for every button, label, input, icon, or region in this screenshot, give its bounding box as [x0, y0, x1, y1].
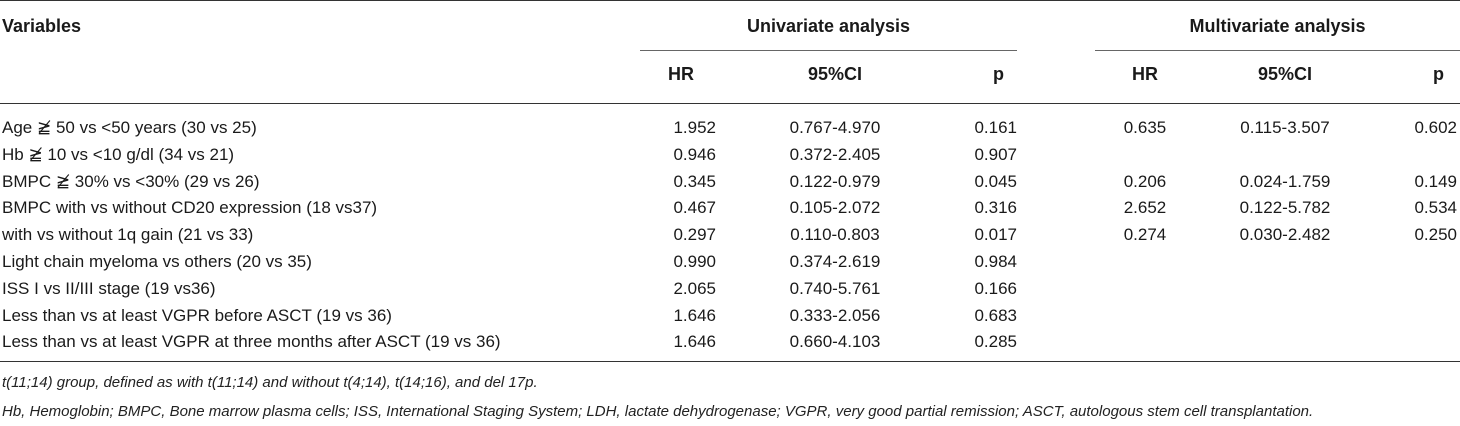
multivariate-p: 0.250: [1414, 225, 1457, 245]
multivariate-hr: 0.206: [1123, 171, 1167, 191]
univariate-ci: 0.105-2.072: [789, 198, 881, 218]
header-uni-hr: HR: [668, 64, 694, 84]
univariate-p: 0.316: [974, 198, 1017, 218]
univariate-hr: 1.646: [673, 305, 716, 325]
univariate-ci: 0.122-0.979: [789, 171, 881, 191]
row-label: Light chain myeloma vs others (20 vs 35): [2, 252, 312, 271]
table-row: ISS I vs II/III stage (19 vs36) 2.065 0.74…: [0, 279, 1460, 305]
univariate-ci: 0.110-0.803: [790, 225, 880, 245]
row-label: Less than vs at least VGPR at three mont…: [2, 332, 501, 352]
header-variables: Variables: [2, 16, 82, 36]
multivariate-hr: 0.274: [1123, 225, 1167, 245]
univariate-p: 0.166: [974, 278, 1017, 298]
header-multi-ci: 95%CI: [1257, 64, 1313, 84]
univariate-ci: 0.740-5.761: [789, 278, 881, 298]
table-row: with vs without 1q gain (21 vs 33) 0.297 0…: [0, 225, 1460, 251]
table-row: Light chain myeloma vs others (20 vs 35)…: [0, 252, 1460, 278]
header-uni-ci: 95%CI: [807, 64, 863, 84]
header-univariate: Univariate analysis: [746, 16, 911, 36]
univariate-p: 0.045: [974, 171, 1017, 191]
row-label: Hb ≧̸ 10 vs <10 g/dl (34 vs 21): [2, 144, 235, 164]
univariate-ci: 0.372-2.405: [789, 144, 881, 164]
univariate-ci: 0.374-2.619: [789, 252, 881, 271]
table-row: BMPC with vs without CD20 expression (18…: [0, 198, 1460, 224]
table-bottom-rule: [0, 361, 1460, 362]
multivariate-ci: 0.030-2.482: [1239, 225, 1331, 245]
header-multivariate: Multivariate analysis: [1189, 16, 1366, 36]
univariate-hr: 0.345: [673, 171, 716, 191]
table-top-rule: [0, 0, 1460, 1]
univariate-hr: 0.467: [673, 198, 716, 218]
univariate-p: 0.984: [974, 252, 1017, 271]
row-label: with vs without 1q gain (21 vs 33): [2, 225, 254, 245]
multivariate-p: 0.602: [1414, 118, 1457, 137]
multivariate-p: 0.534: [1414, 198, 1457, 218]
univariate-hr: 1.646: [673, 332, 716, 352]
multivariate-group-rule: [1095, 50, 1460, 51]
multivariate-ci: 0.115-3.507: [1240, 118, 1330, 137]
univariate-p: 0.017: [974, 225, 1017, 245]
row-label: Less than vs at least VGPR before ASCT (…: [2, 305, 392, 325]
univariate-hr: 0.297: [673, 225, 716, 245]
footnote-group-definition: t(11;14) group, defined as with t(11;14)…: [2, 374, 538, 391]
univariate-hr: 0.990: [673, 252, 716, 271]
header-uni-p: p: [993, 64, 1004, 84]
table-row: Age ≧̸ 50 vs <50 years (30 vs 25) 1.952 0.…: [0, 118, 1460, 144]
multivariate-p: 0.149: [1414, 171, 1457, 191]
table-row: Less than vs at least VGPR at three mont…: [0, 332, 1460, 358]
univariate-group-rule: [640, 50, 1017, 51]
row-label: Age ≧̸ 50 vs <50 years (30 vs 25): [2, 118, 257, 137]
univariate-p: 0.161: [974, 118, 1017, 137]
univariate-hr: 1.952: [673, 118, 716, 137]
header-multi-p: p: [1433, 64, 1444, 84]
multivariate-ci: 0.024-1.759: [1239, 171, 1331, 191]
row-label: BMPC with vs without CD20 expression (18…: [2, 198, 378, 218]
univariate-hr: 2.065: [673, 278, 716, 298]
table-row: Hb ≧̸ 10 vs <10 g/dl (34 vs 21) 0.946 0.37…: [0, 145, 1460, 171]
row-label: ISS I vs II/III stage (19 vs36): [2, 278, 216, 298]
univariate-ci: 0.767-4.970: [789, 118, 881, 137]
table-row: Less than vs at least VGPR before ASCT (…: [0, 306, 1460, 332]
univariate-ci: 0.333-2.056: [789, 305, 881, 325]
header-multi-hr: HR: [1132, 64, 1158, 84]
multivariate-ci: 0.122-5.782: [1239, 198, 1331, 218]
header-bottom-rule: [0, 103, 1460, 104]
multivariate-hr: 0.635: [1123, 118, 1167, 137]
univariate-ci: 0.660-4.103: [789, 332, 881, 352]
row-label: BMPC ≧̸ 30% vs <30% (29 vs 26): [2, 171, 260, 191]
multivariate-hr: 2.652: [1123, 198, 1167, 218]
univariate-p: 0.285: [974, 332, 1017, 352]
univariate-p: 0.683: [974, 305, 1017, 325]
table-row: BMPC ≧̸ 30% vs <30% (29 vs 26) 0.345 0.122…: [0, 172, 1460, 198]
footnote-abbreviations: Hb, Hemoglobin; BMPC, Bone marrow plasma…: [2, 403, 1314, 420]
univariate-hr: 0.946: [673, 144, 716, 164]
univariate-p: 0.907: [974, 144, 1017, 164]
